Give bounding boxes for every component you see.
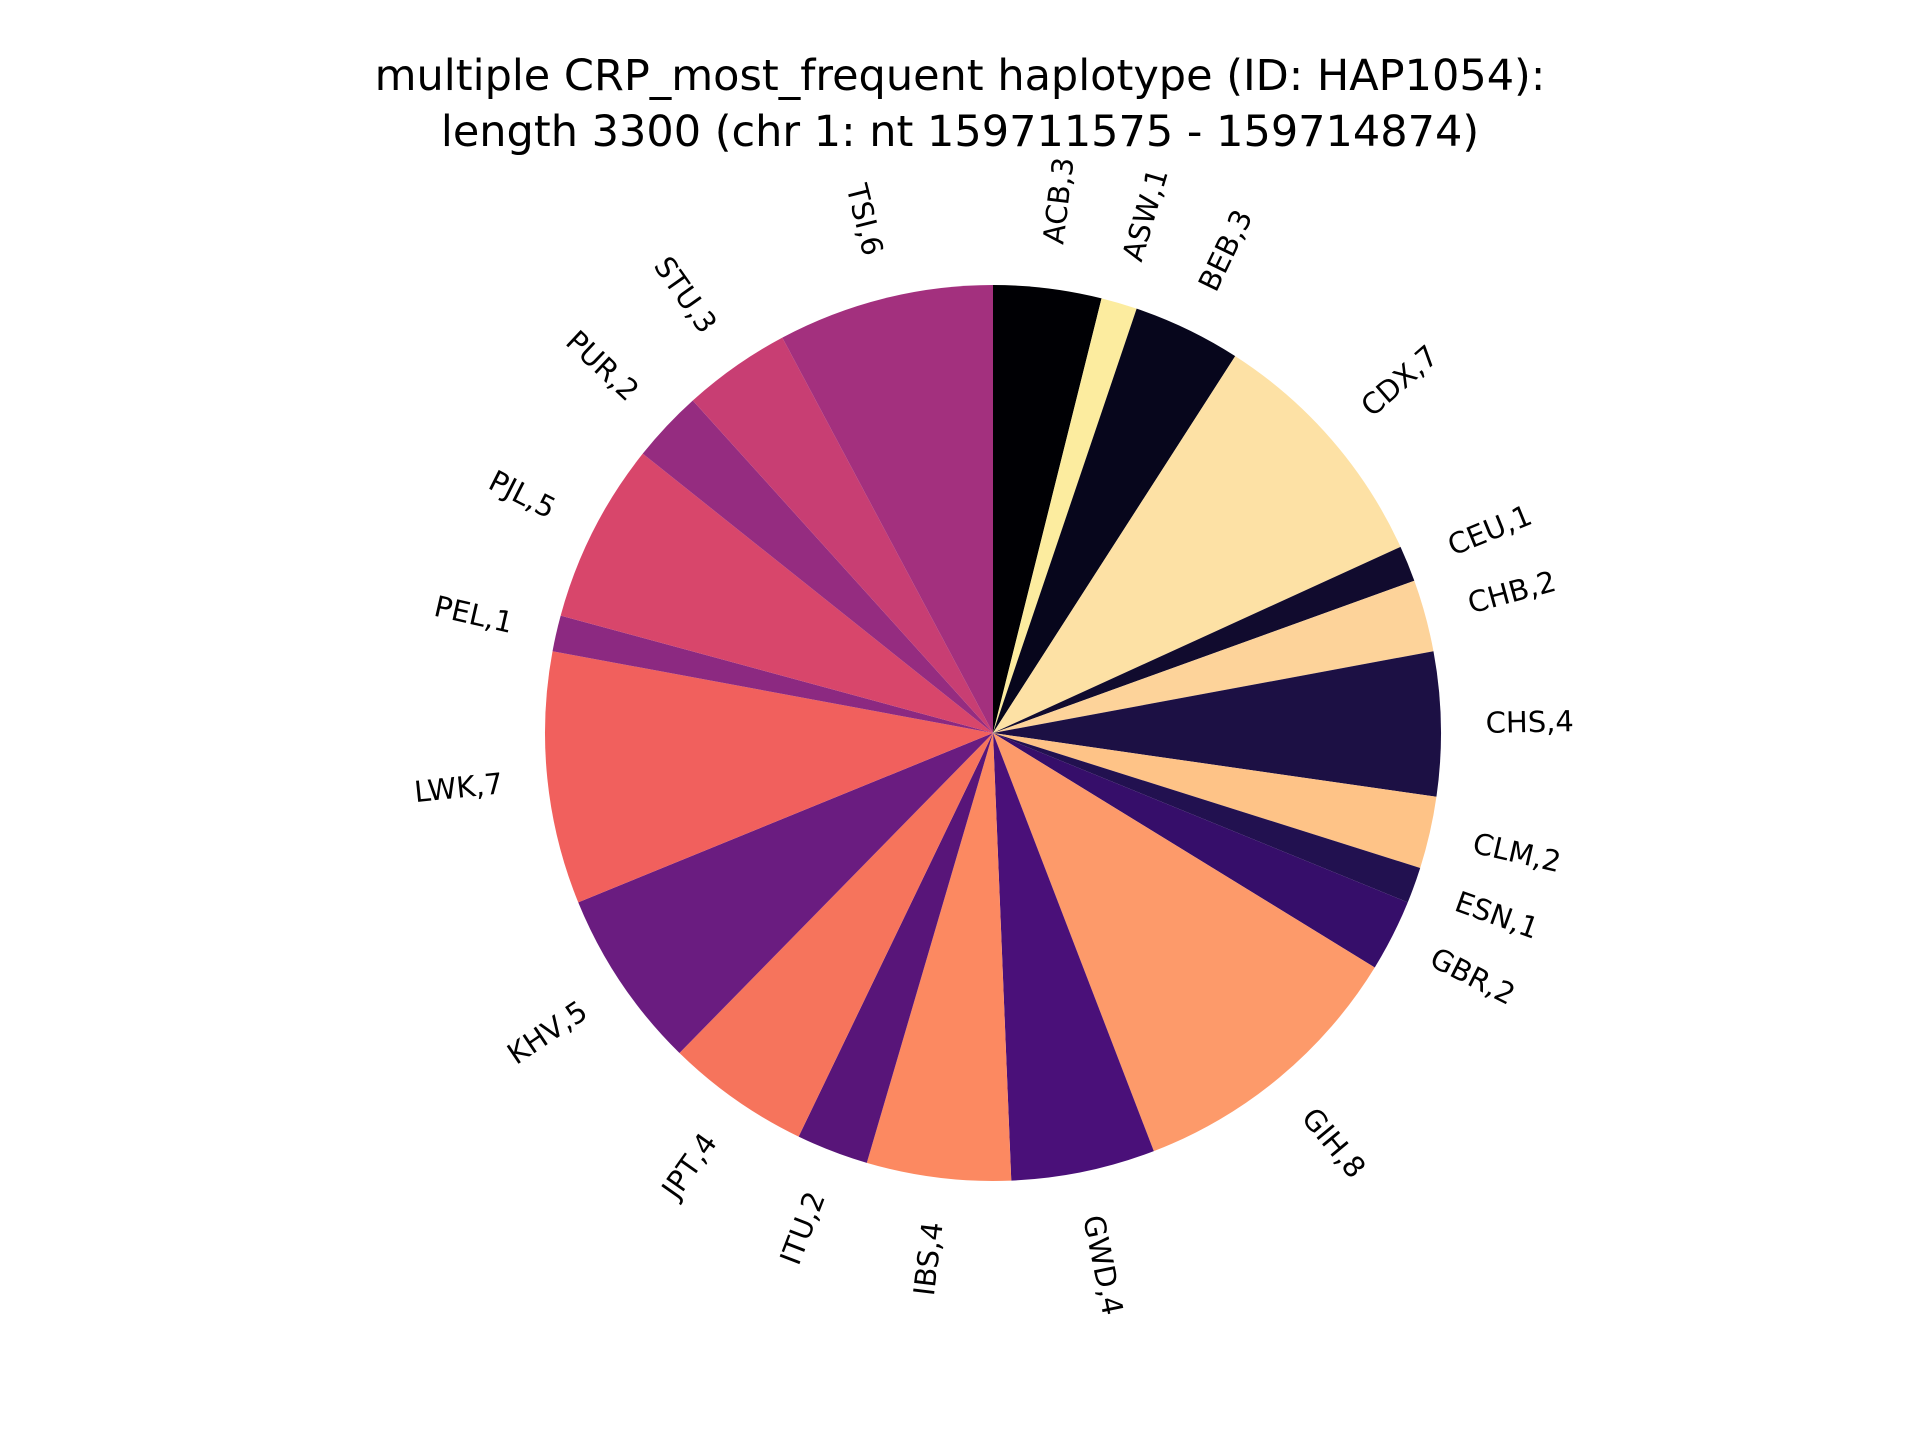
pie-label-chb: CHB,2 [1464,564,1559,620]
chart-title-line-2: length 3300 (chr 1: nt 159711575 - 15971… [440,107,1480,157]
pie-slice-pjl [560,453,993,733]
pie-slice-chs [993,651,1441,797]
pie-slice-pur [642,400,993,733]
pie-label-khv: KHV,5 [501,994,593,1071]
pie-label-stu: STU,3 [647,250,724,339]
pie-slice-acb [993,285,1102,733]
pie-label-beb: BEB,3 [1192,204,1260,296]
pie-label-clm: CLM,2 [1470,826,1564,879]
pie-slice-esn [993,733,1421,903]
chart-title-line-1: multiple CRP_most_frequent haplotype (ID… [374,51,1546,101]
pie-slice-pel [552,615,993,733]
pie-slice-ibs [866,733,1012,1181]
pie-slice-ceu [993,546,1415,733]
pie-label-asw: ASW,1 [1116,165,1175,265]
chart-title: multiple CRP_most_frequent haplotype (ID… [0,48,1920,160]
pie-slice-beb [993,308,1236,733]
pie-slices [544,285,1441,1181]
pie-label-jpt: JPT,4 [654,1127,724,1207]
pie-label-itu: ITU,2 [773,1187,832,1269]
pie-label-pel: PEL,1 [431,589,516,640]
pie-slice-stu [692,337,993,733]
pie-slice-gwd [993,733,1154,1181]
pie-label-pur: PUR,2 [559,324,645,408]
pie-slice-gbr [993,733,1408,968]
pie-slice-lwk [544,651,993,903]
pie-slice-cdx [993,356,1401,733]
pie-label-esn: ESN,1 [1451,885,1544,946]
pie-label-ibs: IBS,4 [907,1220,950,1298]
pie-label-gih: GIH,8 [1295,1101,1373,1185]
pie-label-gbr: GBR,2 [1425,941,1521,1012]
pie-slice-chb [993,580,1434,733]
pie-slice-khv [578,733,993,1053]
pie-label-pjl: PJL,5 [483,463,561,525]
pie-slice-tsi [782,285,993,733]
pie-label-gwd: GWD,4 [1076,1212,1130,1318]
pie-slice-gih [993,733,1375,1152]
pie-label-tsi: TSI,6 [839,180,890,259]
pie-slice-itu [798,733,993,1163]
pie-label-cdx: CDX,7 [1354,338,1444,423]
pie-label-lwk: LWK,7 [413,766,505,809]
pie-label-ceu: CEU,1 [1443,498,1537,563]
pie-slice-jpt [679,733,993,1137]
pie-label-acb: ACB,3 [1036,155,1080,246]
pie-label-chs: CHS,4 [1485,704,1574,740]
pie-slice-asw [993,298,1137,733]
pie-slice-clm [993,733,1437,868]
